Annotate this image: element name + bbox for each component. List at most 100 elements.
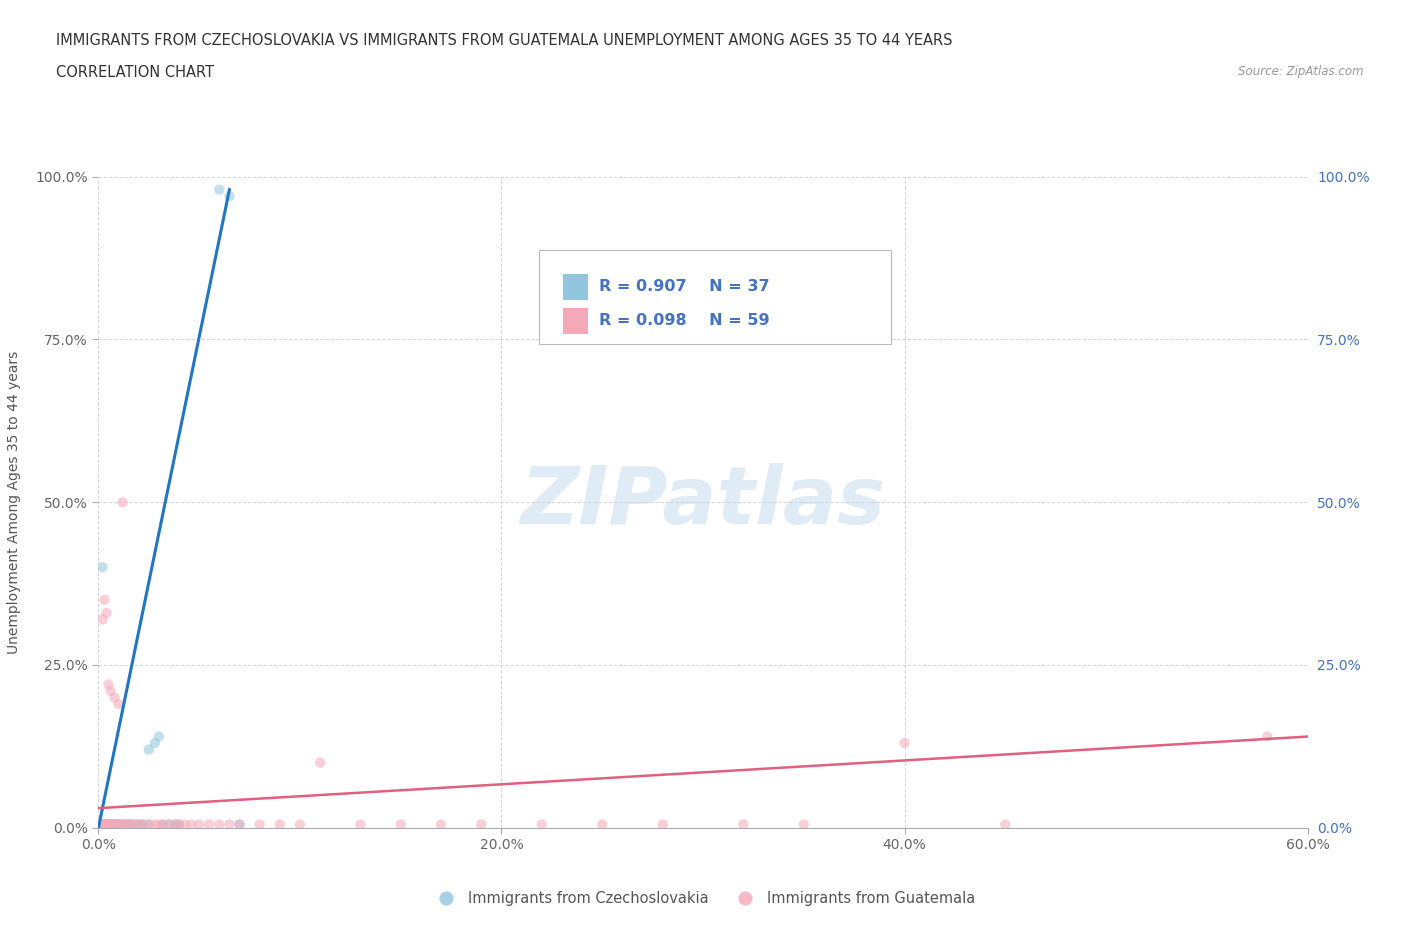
Point [96,817,118,832]
Point [591,817,613,832]
Text: IMMIGRANTS FROM CZECHOSLOVAKIA VS IMMIGRANTS FROM GUATEMALA UNEMPLOYMENT AMONG A: IMMIGRANTS FROM CZECHOSLOVAKIA VS IMMIGR… [56,33,953,47]
Point [148,817,170,832]
Point [93,817,115,832]
Point [111,817,134,832]
Point [349,817,371,832]
Point [118,817,141,832]
Point [470,817,492,832]
Point [651,817,673,832]
Point [93,817,115,832]
Point [93,817,115,832]
Point [152,817,174,832]
Point [91,560,114,575]
Point [97,817,120,832]
Point [208,182,231,197]
Point [309,755,332,770]
Point [97,677,120,692]
Point [138,742,160,757]
Point [111,495,134,510]
Point [107,817,129,832]
Point [198,817,221,832]
Point [124,817,146,832]
Point [89,817,111,832]
Point [93,817,115,832]
Point [93,817,115,832]
Point [138,817,160,832]
Point [100,817,122,832]
Point [994,817,1017,832]
Point [167,817,190,832]
Point [103,817,125,832]
Point [389,817,412,832]
Point [733,817,755,832]
Point [114,817,136,832]
Point [118,817,141,832]
Point [91,817,114,832]
Point [148,729,170,744]
Point [97,817,120,832]
Point [128,817,150,832]
Point [97,817,120,832]
Text: CORRELATION CHART: CORRELATION CHART [56,65,214,80]
Point [107,697,129,711]
Point [228,817,250,832]
Point [91,612,114,627]
Point [188,817,211,832]
Point [1256,729,1278,744]
Point [174,817,197,832]
Text: Source: ZipAtlas.com: Source: ZipAtlas.com [1239,65,1364,78]
Point [100,817,122,832]
Point [96,817,118,832]
Point [269,817,291,832]
Point [128,817,150,832]
Point [249,817,271,832]
Point [120,817,142,832]
Point [143,736,166,751]
Point [180,817,202,832]
Point [143,817,166,832]
Point [157,817,180,832]
Point [218,817,240,832]
Point [208,817,231,832]
Point [228,817,250,832]
Point [118,817,141,832]
Point [138,817,160,832]
Point [218,189,240,204]
Point [103,817,125,832]
Point [167,817,190,832]
Point [107,817,129,832]
Point [91,817,114,832]
Point [101,817,124,832]
Point [120,817,142,832]
Point [107,817,129,832]
Point [114,817,136,832]
Point [793,817,815,832]
Point [157,817,180,832]
Point [893,736,915,751]
Point [96,817,118,832]
Point [101,817,124,832]
Point [124,817,146,832]
Text: R = 0.098    N = 59: R = 0.098 N = 59 [599,313,770,328]
Point [105,817,128,832]
Point [103,817,125,832]
Point [132,817,155,832]
Point [107,817,129,832]
Point [96,605,118,620]
Point [97,817,120,832]
Point [430,817,453,832]
Point [288,817,311,832]
Point [163,817,186,832]
Point [152,817,174,832]
Point [100,684,122,698]
Point [163,817,186,832]
Point [93,592,115,607]
Point [103,690,125,705]
Point [101,817,124,832]
Point [105,817,128,832]
Point [132,817,155,832]
Point [91,817,114,832]
Text: ZIPatlas: ZIPatlas [520,463,886,541]
Text: R = 0.907    N = 37: R = 0.907 N = 37 [599,280,770,295]
Legend: Immigrants from Czechoslovakia, Immigrants from Guatemala: Immigrants from Czechoslovakia, Immigran… [426,884,980,911]
